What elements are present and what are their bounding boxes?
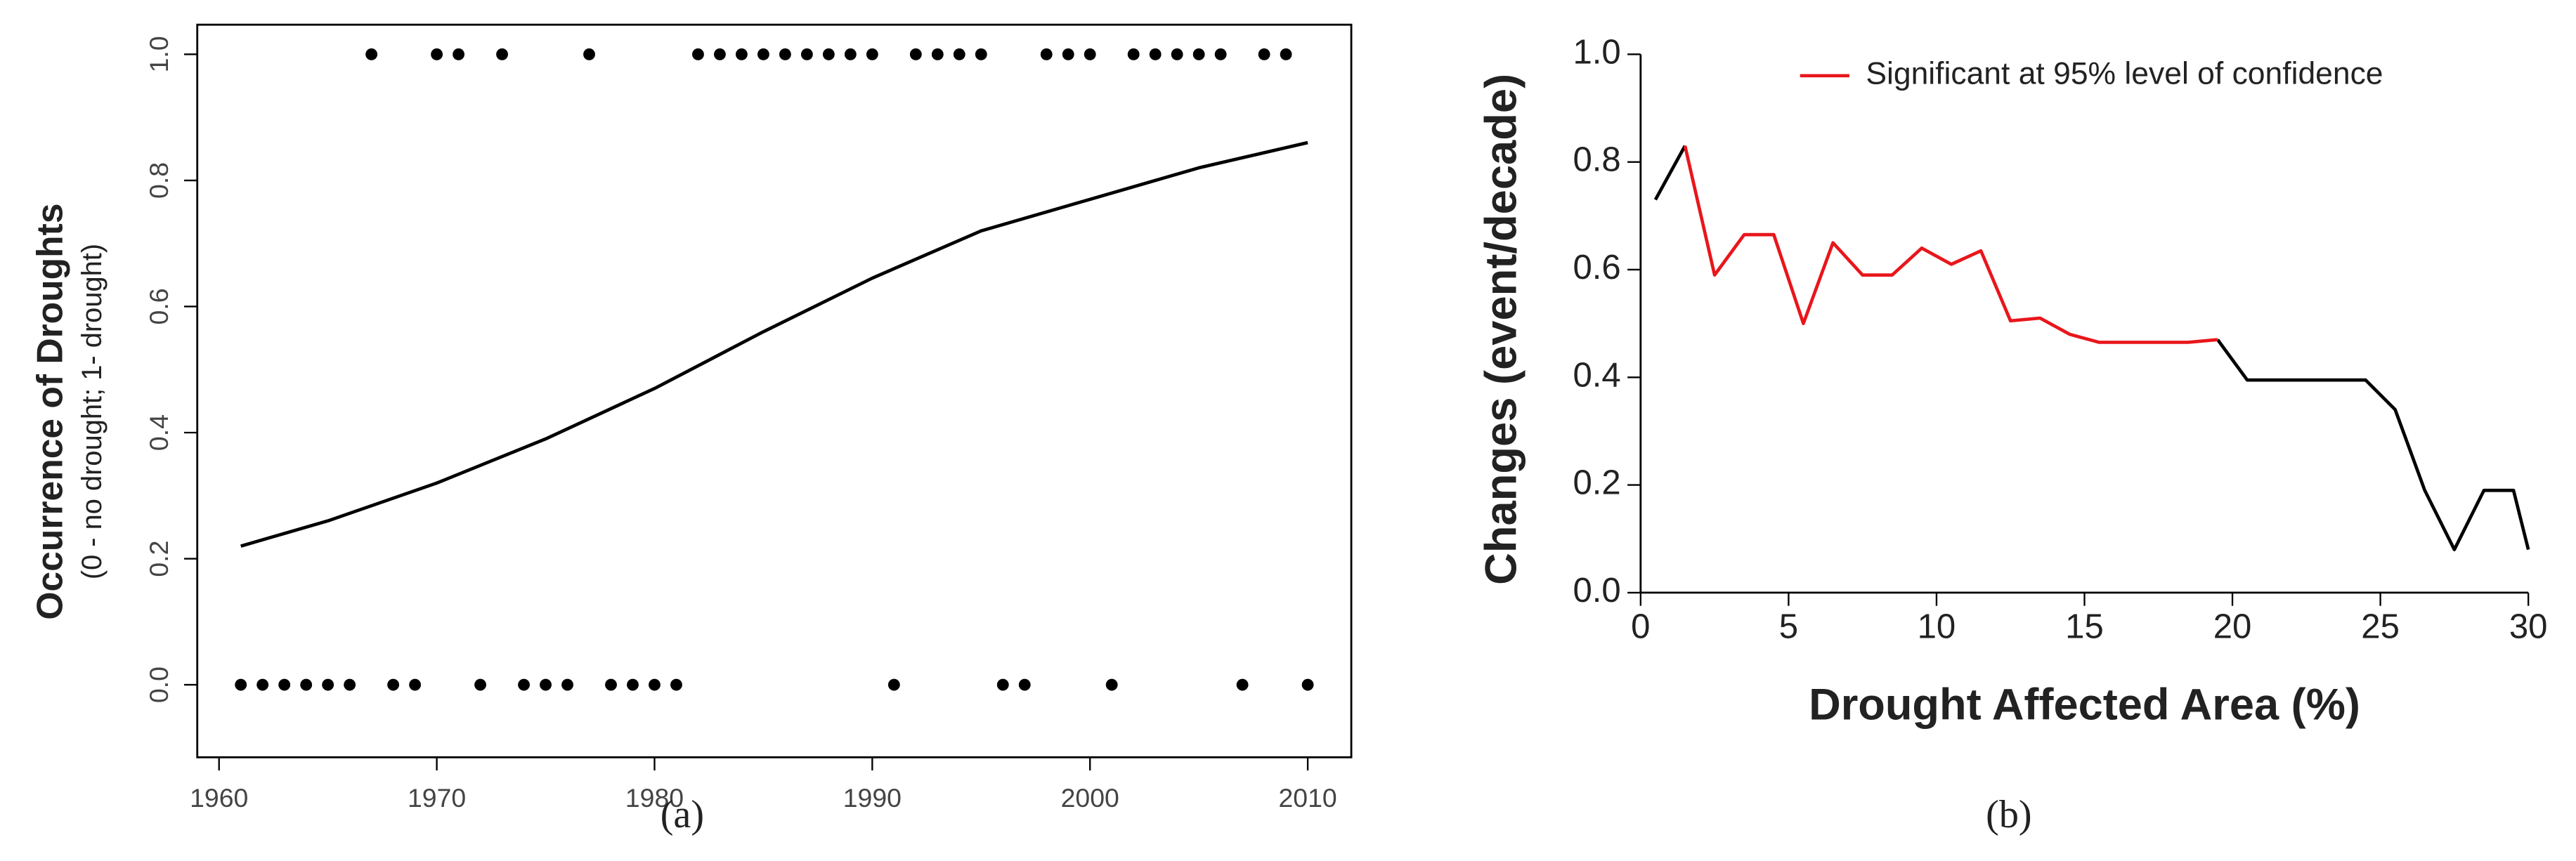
data-point	[235, 678, 247, 691]
y-tick-label: 0.0	[1573, 571, 1620, 610]
data-point	[256, 678, 269, 691]
y-tick-label: 0.6	[144, 288, 174, 324]
data-point	[453, 48, 465, 60]
data-point	[779, 48, 791, 60]
data-point	[409, 678, 422, 691]
y-tick-label: 0.0	[144, 666, 174, 703]
x-tick-label: 30	[2509, 607, 2548, 645]
data-point	[1236, 678, 1249, 691]
x-tick-label: 1960	[190, 783, 248, 813]
data-point	[1084, 48, 1096, 60]
data-point	[909, 48, 922, 60]
x-tick-label: 2000	[1061, 783, 1119, 813]
data-point	[322, 678, 334, 691]
data-point	[996, 678, 1009, 691]
data-point	[300, 678, 313, 691]
data-point	[540, 678, 552, 691]
data-point	[953, 48, 965, 60]
x-tick-label: 0	[1631, 607, 1650, 645]
data-point	[649, 678, 661, 691]
x-tick-label: 1980	[625, 783, 684, 813]
data-point	[1062, 48, 1074, 60]
y-tick-label: 1.0	[1573, 32, 1620, 71]
data-point	[561, 678, 573, 691]
data-point	[866, 48, 878, 60]
data-point	[757, 48, 769, 60]
data-point	[1301, 678, 1314, 691]
y-tick-label: 0.4	[144, 414, 174, 451]
data-point	[1149, 48, 1162, 60]
x-tick-label: 1970	[408, 783, 466, 813]
data-point	[975, 48, 987, 60]
data-point	[474, 678, 486, 691]
data-point	[692, 48, 704, 60]
legend-label: Significant at 95% level of confidence	[1866, 57, 2383, 91]
data-point	[714, 48, 726, 60]
data-point	[800, 48, 813, 60]
data-point	[1171, 48, 1183, 60]
data-point	[822, 48, 835, 60]
data-point	[344, 678, 356, 691]
caption: (a)	[661, 793, 704, 836]
x-tick-label: 5	[1779, 607, 1798, 645]
y-tick-label: 0.4	[1573, 355, 1620, 394]
caption: (b)	[1986, 793, 2031, 836]
data-point	[1192, 48, 1205, 60]
data-point	[1105, 678, 1118, 691]
y-tick-label: 0.2	[144, 540, 174, 577]
y-tick-label: 0.6	[1573, 248, 1620, 287]
data-point	[627, 678, 639, 691]
data-point	[496, 48, 508, 60]
y-tick-label: 0.8	[1573, 140, 1620, 179]
y-axis-label: Changes (event/decade)	[1476, 74, 1526, 585]
data-point	[844, 48, 857, 60]
x-tick-label: 10	[1918, 607, 1956, 645]
data-point	[518, 678, 530, 691]
data-point	[1040, 48, 1053, 60]
data-point	[670, 678, 682, 691]
data-point	[1258, 48, 1270, 60]
data-point	[365, 48, 378, 60]
data-point	[431, 48, 443, 60]
x-axis-label: Drought Affected Area (%)	[1809, 681, 2360, 730]
x-tick-label: 25	[2361, 607, 2400, 645]
data-point	[887, 678, 900, 691]
data-line	[1683, 145, 2218, 344]
data-line	[1653, 145, 2530, 551]
data-point	[1280, 48, 1292, 60]
data-point	[1018, 678, 1031, 691]
x-tick-label: 15	[2065, 607, 2104, 645]
y-axis-sublabel: (0 - no drought; 1- drought)	[77, 244, 108, 579]
data-point	[1127, 48, 1140, 60]
data-point	[583, 48, 595, 60]
data-point	[1214, 48, 1227, 60]
y-tick-label: 0.8	[144, 162, 174, 199]
data-point	[736, 48, 748, 60]
data-point	[605, 678, 617, 691]
y-axis-label: Occurrence of Droughts	[30, 203, 70, 619]
x-tick-label: 2010	[1278, 783, 1336, 813]
y-tick-label: 1.0	[144, 36, 174, 72]
plot-frame	[196, 23, 1353, 758]
data-line	[240, 140, 1308, 548]
x-tick-label: 1990	[843, 783, 902, 813]
data-point	[387, 678, 400, 691]
x-tick-label: 20	[2213, 607, 2252, 645]
data-point	[931, 48, 944, 60]
data-point	[278, 678, 291, 691]
y-tick-label: 0.2	[1573, 464, 1620, 502]
